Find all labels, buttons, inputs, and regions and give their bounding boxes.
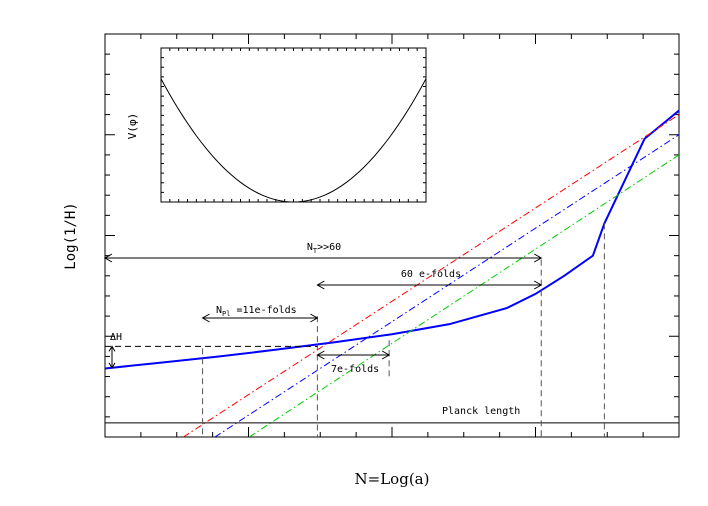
series-lines [105, 109, 679, 437]
vertical-guides [105, 223, 605, 437]
total-efolds-label: NT>>60 [307, 242, 341, 255]
inset-ylabel: V(φ) [126, 113, 139, 140]
planck-length-label: Planck length [442, 406, 520, 417]
delta-h-label: ΔH [110, 332, 122, 343]
inset-frame [160, 47, 427, 203]
planck-efolds-arrow-head-right [310, 313, 319, 323]
x-axis-label: N=Log(a) [355, 470, 430, 488]
annotation-arrows [103, 253, 543, 369]
inset-potential-curve [160, 78, 427, 203]
series-line-0 [105, 109, 679, 370]
total-efolds-arrow-head-right [533, 253, 543, 263]
series-line-3 [248, 154, 679, 437]
delta-h-arrow-head-bottom [108, 362, 116, 369]
sixty-efolds-arrow-head-left [316, 280, 325, 290]
y-axis-label: Log(1/H) [63, 202, 79, 269]
total-efolds-arrow-head-left [103, 253, 113, 263]
planck-efolds-label: NPl =11e-folds [216, 305, 297, 318]
delta-h-arrow-head-top [108, 345, 116, 352]
axis-ticks [105, 34, 679, 437]
planck-efolds-arrow-head-left [201, 313, 210, 323]
seven-efolds-arrow-head-left [316, 350, 325, 360]
sixty-efolds-arrow-head-right [533, 280, 543, 290]
seven-efolds-label: 7e-folds [331, 364, 379, 375]
sixty-efolds-label: 60 e-folds [401, 269, 461, 280]
seven-efolds-arrow-head-right [381, 350, 391, 360]
